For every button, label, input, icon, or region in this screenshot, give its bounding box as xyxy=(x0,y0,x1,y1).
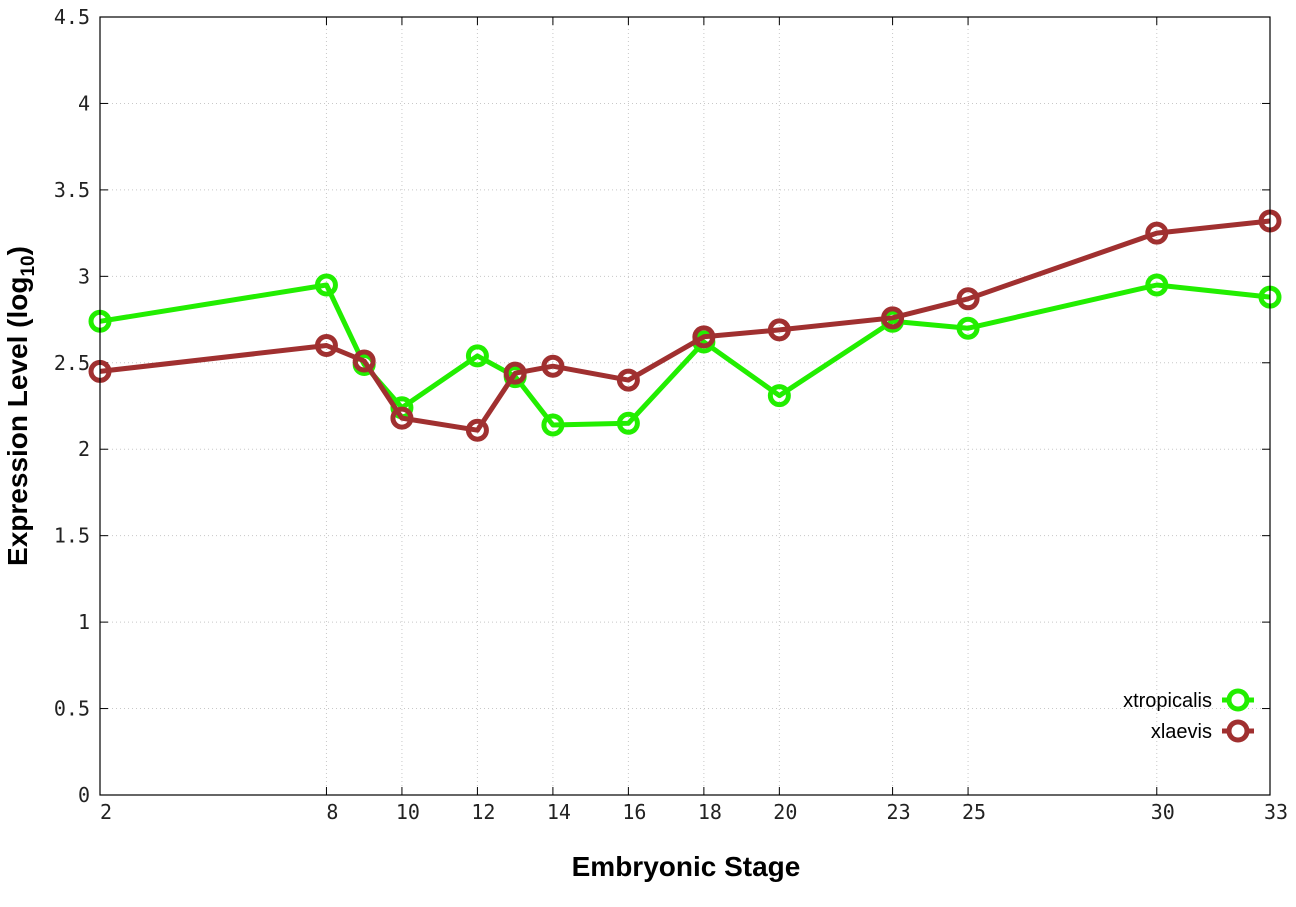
x-tick-label: 20 xyxy=(773,800,797,824)
x-tick-label: 25 xyxy=(962,800,986,824)
x-tick-label: 2 xyxy=(100,800,112,824)
data-point-xlaevis xyxy=(692,325,716,349)
x-tick-label: 23 xyxy=(887,800,911,824)
y-axis-ticks: 0 0.5 1 1.5 2 2.5 3 3.5 4 4.5 xyxy=(54,5,1270,807)
legend: xtropicalis xlaevis xyxy=(1123,688,1254,743)
x-tick-label: 12 xyxy=(471,800,495,824)
data-point-xlaevis xyxy=(616,368,640,392)
data-point-xlaevis xyxy=(541,354,565,378)
x-axis-title: Embryonic Stage xyxy=(572,851,801,882)
data-point-xlaevis xyxy=(465,418,489,442)
data-point-xlaevis xyxy=(956,287,980,311)
x-tick-label: 8 xyxy=(326,800,338,824)
y-tick-label: 1.5 xyxy=(54,524,90,548)
data-point-xlaevis xyxy=(767,318,791,342)
data-point-xlaevis xyxy=(503,361,527,385)
y-axis-title-main: Expression Level (log xyxy=(2,277,33,566)
x-tick-label: 18 xyxy=(698,800,722,824)
legend-marker-xlaevis xyxy=(1226,719,1250,743)
x-tick-label: 30 xyxy=(1151,800,1175,824)
data-point-xtropicalis xyxy=(314,273,338,297)
legend-entry-xtropicalis: xtropicalis xyxy=(1123,688,1254,712)
x-tick-label: 33 xyxy=(1264,800,1288,824)
data-point-xtropicalis xyxy=(1145,273,1169,297)
y-tick-label: 3.5 xyxy=(54,178,90,202)
data-point-xlaevis xyxy=(390,406,414,430)
data-point-xlaevis xyxy=(352,349,376,373)
data-point-xtropicalis xyxy=(541,413,565,437)
legend-entry-xlaevis: xlaevis xyxy=(1151,719,1254,743)
x-tick-label: 14 xyxy=(547,800,571,824)
y-tick-label: 3 xyxy=(78,264,90,288)
x-tick-label: 10 xyxy=(396,800,420,824)
legend-label-xlaevis: xlaevis xyxy=(1151,721,1212,743)
y-axis-title-subscript: 10 xyxy=(18,255,39,276)
y-tick-label: 4.5 xyxy=(54,5,90,29)
y-tick-label: 0 xyxy=(78,783,90,807)
series-xtropicalis xyxy=(88,273,1282,437)
data-point-xlaevis xyxy=(881,306,905,330)
x-tick-label: 16 xyxy=(622,800,646,824)
data-point-xtropicalis xyxy=(465,344,489,368)
data-point-xtropicalis xyxy=(956,316,980,340)
y-tick-label: 4 xyxy=(78,91,90,115)
y-tick-label: 1 xyxy=(78,610,90,634)
data-point-xlaevis xyxy=(1145,221,1169,245)
legend-label-xtropicalis: xtropicalis xyxy=(1123,690,1212,712)
y-tick-label: 0.5 xyxy=(54,697,90,721)
plot-frame xyxy=(99,16,1271,796)
data-point-xtropicalis xyxy=(616,411,640,435)
data-point-xlaevis xyxy=(314,333,338,357)
y-axis-title-suffix: ) xyxy=(2,246,33,255)
x-axis-ticks: 2 8 10 12 14 16 18 20 23 25 30 33 xyxy=(99,17,1288,824)
y-tick-label: 2 xyxy=(78,437,90,461)
grid xyxy=(100,17,1270,795)
series-xlaevis xyxy=(88,209,1282,442)
series-line-xlaevis xyxy=(99,218,1271,433)
y-axis-title: Expression Level (log10) xyxy=(2,246,39,566)
series-line-xtropicalis xyxy=(99,282,1271,428)
series-layer xyxy=(88,209,1282,442)
legend-marker-xtropicalis xyxy=(1226,688,1250,712)
data-point-xtropicalis xyxy=(767,384,791,408)
y-tick-label: 2.5 xyxy=(54,351,90,375)
